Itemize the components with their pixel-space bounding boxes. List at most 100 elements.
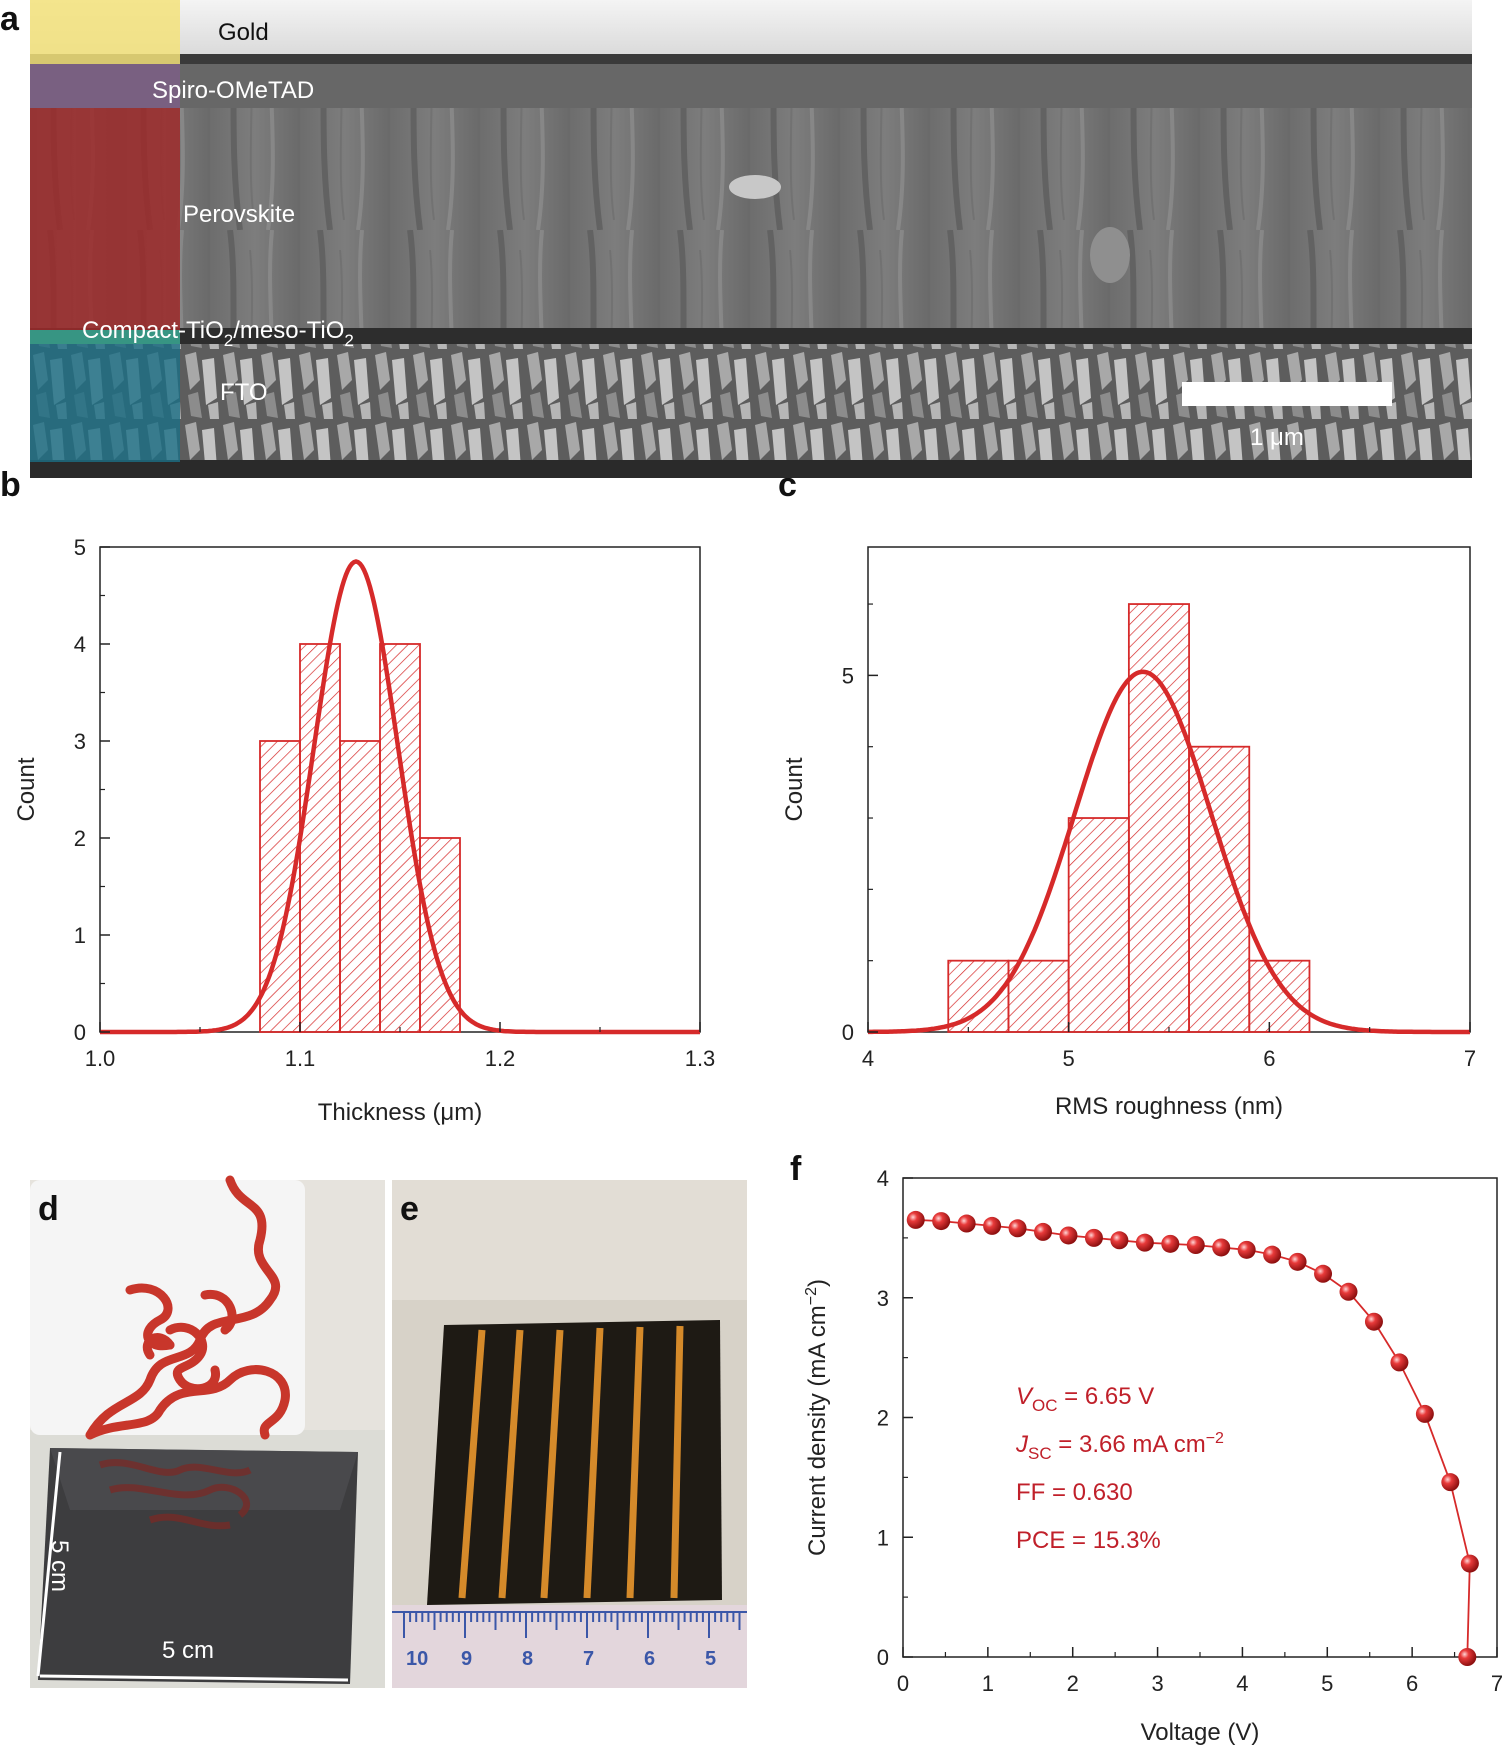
y-axis-label-b: Count — [13, 757, 40, 821]
jv-data-point — [1339, 1282, 1358, 1301]
x-tick-label-f: 0 — [897, 1671, 909, 1696]
jv-data-point — [1364, 1312, 1383, 1331]
panel-d-letter: d — [38, 1190, 59, 1228]
histogram-bar-b — [339, 740, 381, 1033]
ruler-number: 8 — [522, 1648, 533, 1670]
panel-b-letter: b — [0, 466, 21, 504]
x-axis-label-f: Voltage (V) — [1141, 1719, 1260, 1746]
spiro-label: Spiro-OMeTAD — [152, 77, 314, 104]
y-tick-label-b: 5 — [74, 535, 86, 560]
thickness-histogram: 1.0 1.1 1.2 1.3 0 1 2 3 4 5 Thickness (μm) Count — [13, 535, 716, 1126]
spiro-layer-overlay — [30, 64, 180, 108]
bright-grain-1 — [729, 175, 781, 199]
y-tick-label-f: 1 — [877, 1525, 889, 1550]
module-glass — [427, 1320, 722, 1605]
x-axis-label-b: Thickness (μm) — [318, 1099, 483, 1126]
histogram-bar-c — [1248, 959, 1311, 1033]
ruler-number: 9 — [461, 1648, 472, 1670]
y-tick-label-b: 4 — [74, 632, 86, 657]
x-tick-label-b: 1.2 — [485, 1046, 516, 1071]
height-arrow — [36, 1451, 62, 1677]
jv-data-point — [1314, 1264, 1333, 1283]
y-axis-label-f: Current density (mA cm−2) — [803, 1279, 831, 1556]
y-tick-label-f: 3 — [877, 1286, 889, 1311]
jv-data-point — [1458, 1648, 1477, 1666]
pce-annotation: PCE = 15.3% — [1016, 1527, 1161, 1554]
x-tick-label-c: 6 — [1263, 1046, 1275, 1071]
x-tick-label-c: 5 — [1063, 1046, 1075, 1071]
fto-layer-overlay — [30, 344, 180, 462]
jv-data-point — [1288, 1252, 1307, 1271]
perovskite-layer-overlay — [30, 108, 180, 330]
fto-label: FTO — [220, 379, 268, 406]
y-axis-label-c: Count — [781, 757, 808, 821]
jv-data-point — [1110, 1231, 1129, 1250]
perovskite-label: Perovskite — [183, 201, 295, 228]
jv-data-point — [957, 1214, 976, 1233]
width-arrow — [39, 1674, 349, 1682]
ruler-number: 6 — [644, 1648, 655, 1670]
jv-data-point — [1460, 1554, 1479, 1573]
x-tick-label-c: 4 — [862, 1046, 874, 1071]
jv-data-point — [1441, 1473, 1460, 1492]
jv-data-point — [1084, 1228, 1103, 1247]
y-tick-label-b: 3 — [74, 729, 86, 754]
gold-layer-overlay — [30, 0, 180, 64]
substrate-photo: 5 cm 5 cm d — [30, 1175, 385, 1688]
panel-a-letter: a — [0, 0, 19, 38]
jv-data-point — [983, 1216, 1002, 1235]
jv-data-point — [1161, 1234, 1180, 1253]
x-tick-label-f: 1 — [982, 1671, 994, 1696]
ff-annotation: FF = 0.630 — [1016, 1479, 1133, 1506]
x-tick-label-f: 6 — [1406, 1671, 1418, 1696]
jv-data-point — [932, 1212, 951, 1231]
jv-data-point — [1034, 1222, 1053, 1241]
x-tick-label-c: 7 — [1464, 1046, 1476, 1071]
module-stripes — [458, 1325, 684, 1599]
sem-image: Gold Spiro-OMeTAD Perovskite Compact-TiO… — [30, 0, 1472, 478]
x-axis-label-c: RMS roughness (nm) — [1055, 1093, 1283, 1120]
ruler-number: 10 — [406, 1648, 428, 1670]
width-label: 5 cm — [162, 1637, 214, 1664]
serpentine-pattern — [85, 1175, 290, 1440]
y-tick-label-b: 2 — [74, 826, 86, 851]
panel-e-letter: e — [400, 1190, 419, 1228]
y-tick-label-f: 4 — [877, 1166, 889, 1191]
panel-f-letter: f — [790, 1150, 802, 1188]
jv-data-point — [1059, 1226, 1078, 1245]
histogram-bar-c — [1188, 745, 1251, 1033]
x-tick-label-b: 1.0 — [85, 1046, 116, 1071]
jv-data-point — [1263, 1245, 1282, 1264]
jv-data-point — [1186, 1236, 1205, 1255]
x-tick-label-f: 3 — [1151, 1671, 1163, 1696]
jv-data-point — [1237, 1240, 1256, 1259]
x-tick-label-f: 2 — [1067, 1671, 1079, 1696]
y-tick-label-b: 0 — [74, 1020, 86, 1045]
y-tick-label-b: 1 — [74, 923, 86, 948]
jv-data-point — [1390, 1353, 1409, 1372]
jsc-annotation: JSC = 3.66 mA cm−2 — [1015, 1430, 1224, 1463]
tio2-layer-overlay — [30, 330, 180, 344]
x-tick-label-f: 5 — [1321, 1671, 1333, 1696]
histogram-bar-c — [1127, 603, 1190, 1033]
voc-annotation: VOC = 6.65 V — [1016, 1383, 1154, 1415]
jv-data-point — [1212, 1238, 1231, 1257]
y-tick-label-c: 0 — [842, 1020, 854, 1045]
ruler-number: 7 — [583, 1648, 594, 1670]
grain-blob — [1090, 227, 1130, 283]
jv-data-point — [1415, 1404, 1434, 1423]
roughness-histogram: 4 5 6 7 0 5 RMS roughness (nm) Count — [781, 546, 1476, 1120]
x-tick-label-b: 1.3 — [685, 1046, 716, 1071]
tio2-label: Compact-TiO2/meso-TiO2 — [82, 317, 354, 350]
y-tick-label-c: 5 — [842, 663, 854, 688]
ruler-number: 5 — [705, 1648, 716, 1670]
jv-data-point — [1135, 1233, 1154, 1252]
x-tick-label-f: 7 — [1491, 1671, 1503, 1696]
x-tick-label-b: 1.1 — [285, 1046, 316, 1071]
jv-data-point — [906, 1210, 925, 1229]
module-photo: 10 9 8 7 6 5 e — [392, 1180, 747, 1688]
scale-bar-label: 1 μm — [1250, 424, 1304, 451]
gold-label: Gold — [218, 19, 269, 46]
x-tick-label-f: 4 — [1236, 1671, 1248, 1696]
